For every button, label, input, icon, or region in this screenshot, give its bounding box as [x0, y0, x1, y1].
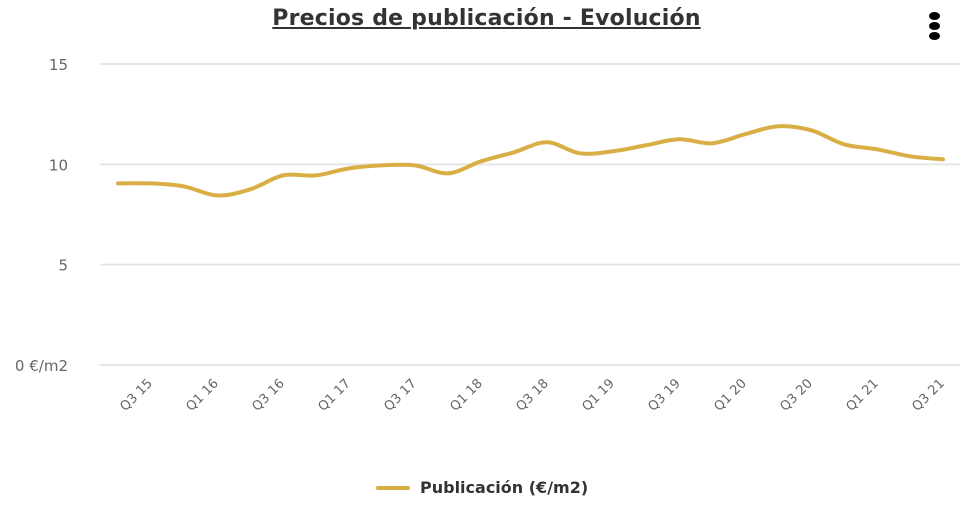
menu-dot — [928, 22, 940, 30]
legend-swatch — [376, 485, 410, 490]
x-tick-label: Q1 16 — [184, 376, 222, 414]
y-tick-label: 5 — [58, 257, 68, 275]
x-tick-label: Q3 21 — [910, 376, 948, 414]
y-tick-label: 15 — [49, 56, 68, 74]
y-tick-label: 10 — [49, 156, 68, 174]
y-tick-label: 0 €/m2 — [15, 357, 68, 375]
menu-dot — [928, 32, 940, 40]
legend-label: Publicación (€/m2) — [420, 478, 589, 497]
x-tick-label: Q3 16 — [250, 376, 288, 414]
x-tick-label: Q3 15 — [118, 376, 156, 414]
x-tick-label: Q3 17 — [382, 376, 420, 414]
legend-item[interactable]: Publicación (€/m2) — [376, 478, 588, 497]
series-line — [116, 124, 945, 198]
menu-dots-icon — [928, 12, 940, 20]
x-tick-label: Q1 19 — [580, 376, 618, 414]
chart-title: Precios de publicación - Evolución — [272, 6, 701, 31]
x-tick-label: Q1 18 — [448, 376, 486, 414]
x-tick-label: Q3 19 — [646, 376, 684, 414]
x-tick-label: Q1 21 — [844, 376, 882, 414]
x-tick-label: Q3 20 — [778, 376, 816, 414]
chart-menu-button[interactable] — [924, 12, 944, 42]
x-tick-label: Q1 20 — [712, 376, 750, 414]
x-tick-label: Q3 18 — [514, 376, 552, 414]
x-tick-label: Q1 17 — [316, 376, 354, 414]
